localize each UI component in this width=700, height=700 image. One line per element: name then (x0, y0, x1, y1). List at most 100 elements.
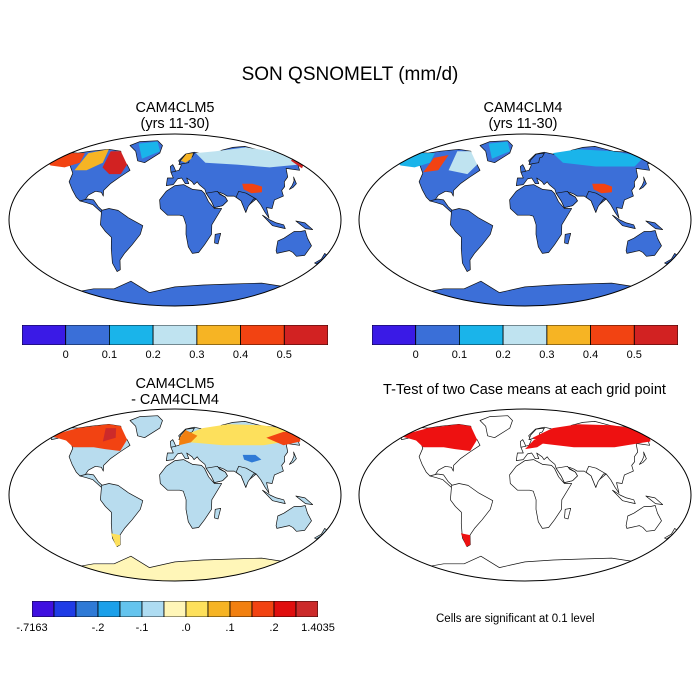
land-africa (509, 184, 573, 254)
land-greenland (129, 415, 163, 439)
map-panel-difference (8, 408, 342, 582)
panel-title-line1: T-Test of two Case means at each grid po… (383, 382, 666, 398)
melt-canada-east (448, 151, 478, 175)
land-new-guinea (645, 495, 664, 505)
melt-canada-west (423, 155, 449, 173)
land-arabia (555, 190, 578, 208)
land-indonesia (262, 489, 286, 504)
map-panel-clm5 (8, 133, 342, 307)
land-arabia (205, 190, 228, 208)
colorbar-box (97, 601, 121, 617)
land-britain (519, 164, 527, 173)
map-panel-ttest (358, 408, 692, 582)
colorbar-clm5 (22, 325, 328, 345)
colorbar-tick-label: -.7163 (16, 622, 48, 634)
land-new-guinea (645, 220, 664, 230)
land-arabia (555, 465, 578, 483)
land-australia (625, 230, 662, 257)
land-south-america (450, 483, 494, 547)
colorbar-tick-label: 0.5 (626, 349, 642, 361)
map-panel-clm4 (358, 133, 692, 307)
melt-greenland (488, 141, 511, 159)
melt-tibet (242, 183, 263, 194)
panel-title-line1: CAM4CLM4 (483, 100, 563, 116)
land-indonesia (612, 489, 636, 504)
land-japan (638, 451, 647, 465)
melt-siberia (552, 149, 645, 167)
land-arabia (205, 465, 228, 483)
land-indonesia (262, 214, 286, 229)
panel-title-line2: (yrs 11-30) (488, 116, 558, 132)
colorbar-tick-label: 1.4035 (301, 622, 335, 634)
colorbar-box (229, 601, 253, 617)
colorbar-box (633, 325, 678, 345)
diff-central-asia-neg (242, 454, 262, 463)
signif-europe (525, 439, 545, 450)
colorbar-box (53, 601, 77, 617)
colorbar-tick-label: -.2 (91, 622, 105, 634)
colorbar-box (372, 325, 417, 345)
land-south-america (100, 208, 144, 272)
panel-title-clm5: CAM4CLM5 (yrs 11-30) (70, 100, 280, 132)
colorbar-difference (32, 601, 318, 617)
land-india (585, 465, 607, 488)
land-south-america (100, 483, 144, 547)
significance-note: Cells are significant at 0.1 level (436, 613, 595, 625)
colorbar-box (546, 325, 591, 345)
colorbar-box (196, 325, 241, 345)
melt-siberia (195, 147, 299, 168)
colorbar-tick-label: .2 (269, 622, 279, 634)
land-africa (159, 184, 223, 254)
colorbar-box (141, 601, 165, 617)
diff-canada-high (102, 428, 117, 442)
land-australia (275, 230, 312, 257)
melt-greenland (138, 141, 161, 159)
land-africa (159, 459, 223, 529)
land-japan (288, 451, 297, 465)
panel-title-line1: CAM4CLM5 (135, 100, 215, 116)
diff-eurasia-north (182, 424, 301, 446)
colorbar-tick-label: 0.1 (451, 349, 468, 361)
colorbar-box (185, 601, 209, 617)
diff-eastasia (266, 431, 301, 446)
colorbar-box (590, 325, 635, 345)
colorbar-box (251, 601, 275, 617)
melt-alaska (397, 153, 435, 168)
signif-patagonia (460, 533, 471, 547)
colorbar-tick-label: 0.4 (582, 349, 599, 361)
colorbar-box (273, 601, 297, 617)
melt-canada-west (74, 149, 109, 171)
colorbar-box (119, 601, 143, 617)
land-australia (625, 505, 662, 532)
land-india (235, 465, 257, 488)
colorbar-box (207, 601, 231, 617)
colorbar-tick-label: .0 (181, 622, 191, 634)
colorbar-tick-label: 0.2 (145, 349, 161, 361)
colorbar-box (109, 325, 154, 345)
colorbar-tick-label: 0.3 (189, 349, 205, 361)
land-layer (399, 415, 679, 581)
land-britain (169, 164, 177, 173)
colorbar-box (22, 325, 67, 345)
melt-canada-east (102, 151, 128, 175)
panel-title-ttest: T-Test of two Case means at each grid po… (352, 382, 697, 398)
land-greenland (479, 415, 513, 439)
colorbar-tick-label: 0 (412, 349, 419, 361)
colorbar-box (295, 601, 318, 617)
colorbar-tick-label: 0.1 (101, 349, 118, 361)
land-indonesia (612, 214, 636, 229)
land-australia (275, 505, 312, 532)
colorbar-box (65, 325, 110, 345)
panel-title-line1: CAM4CLM5 (135, 376, 215, 392)
land-britain (519, 439, 527, 448)
figure-title: SON QSNOMELT (mm/d) (241, 64, 459, 85)
land-madagascar (564, 508, 572, 520)
map-outline (358, 133, 692, 307)
land-madagascar (214, 508, 222, 520)
land-india (585, 190, 607, 213)
colorbar-tick-label: 0.4 (232, 349, 249, 361)
colorbar-box (415, 325, 460, 345)
colorbar-box (32, 601, 55, 617)
land-madagascar (214, 233, 222, 245)
colorbar-box (240, 325, 285, 345)
